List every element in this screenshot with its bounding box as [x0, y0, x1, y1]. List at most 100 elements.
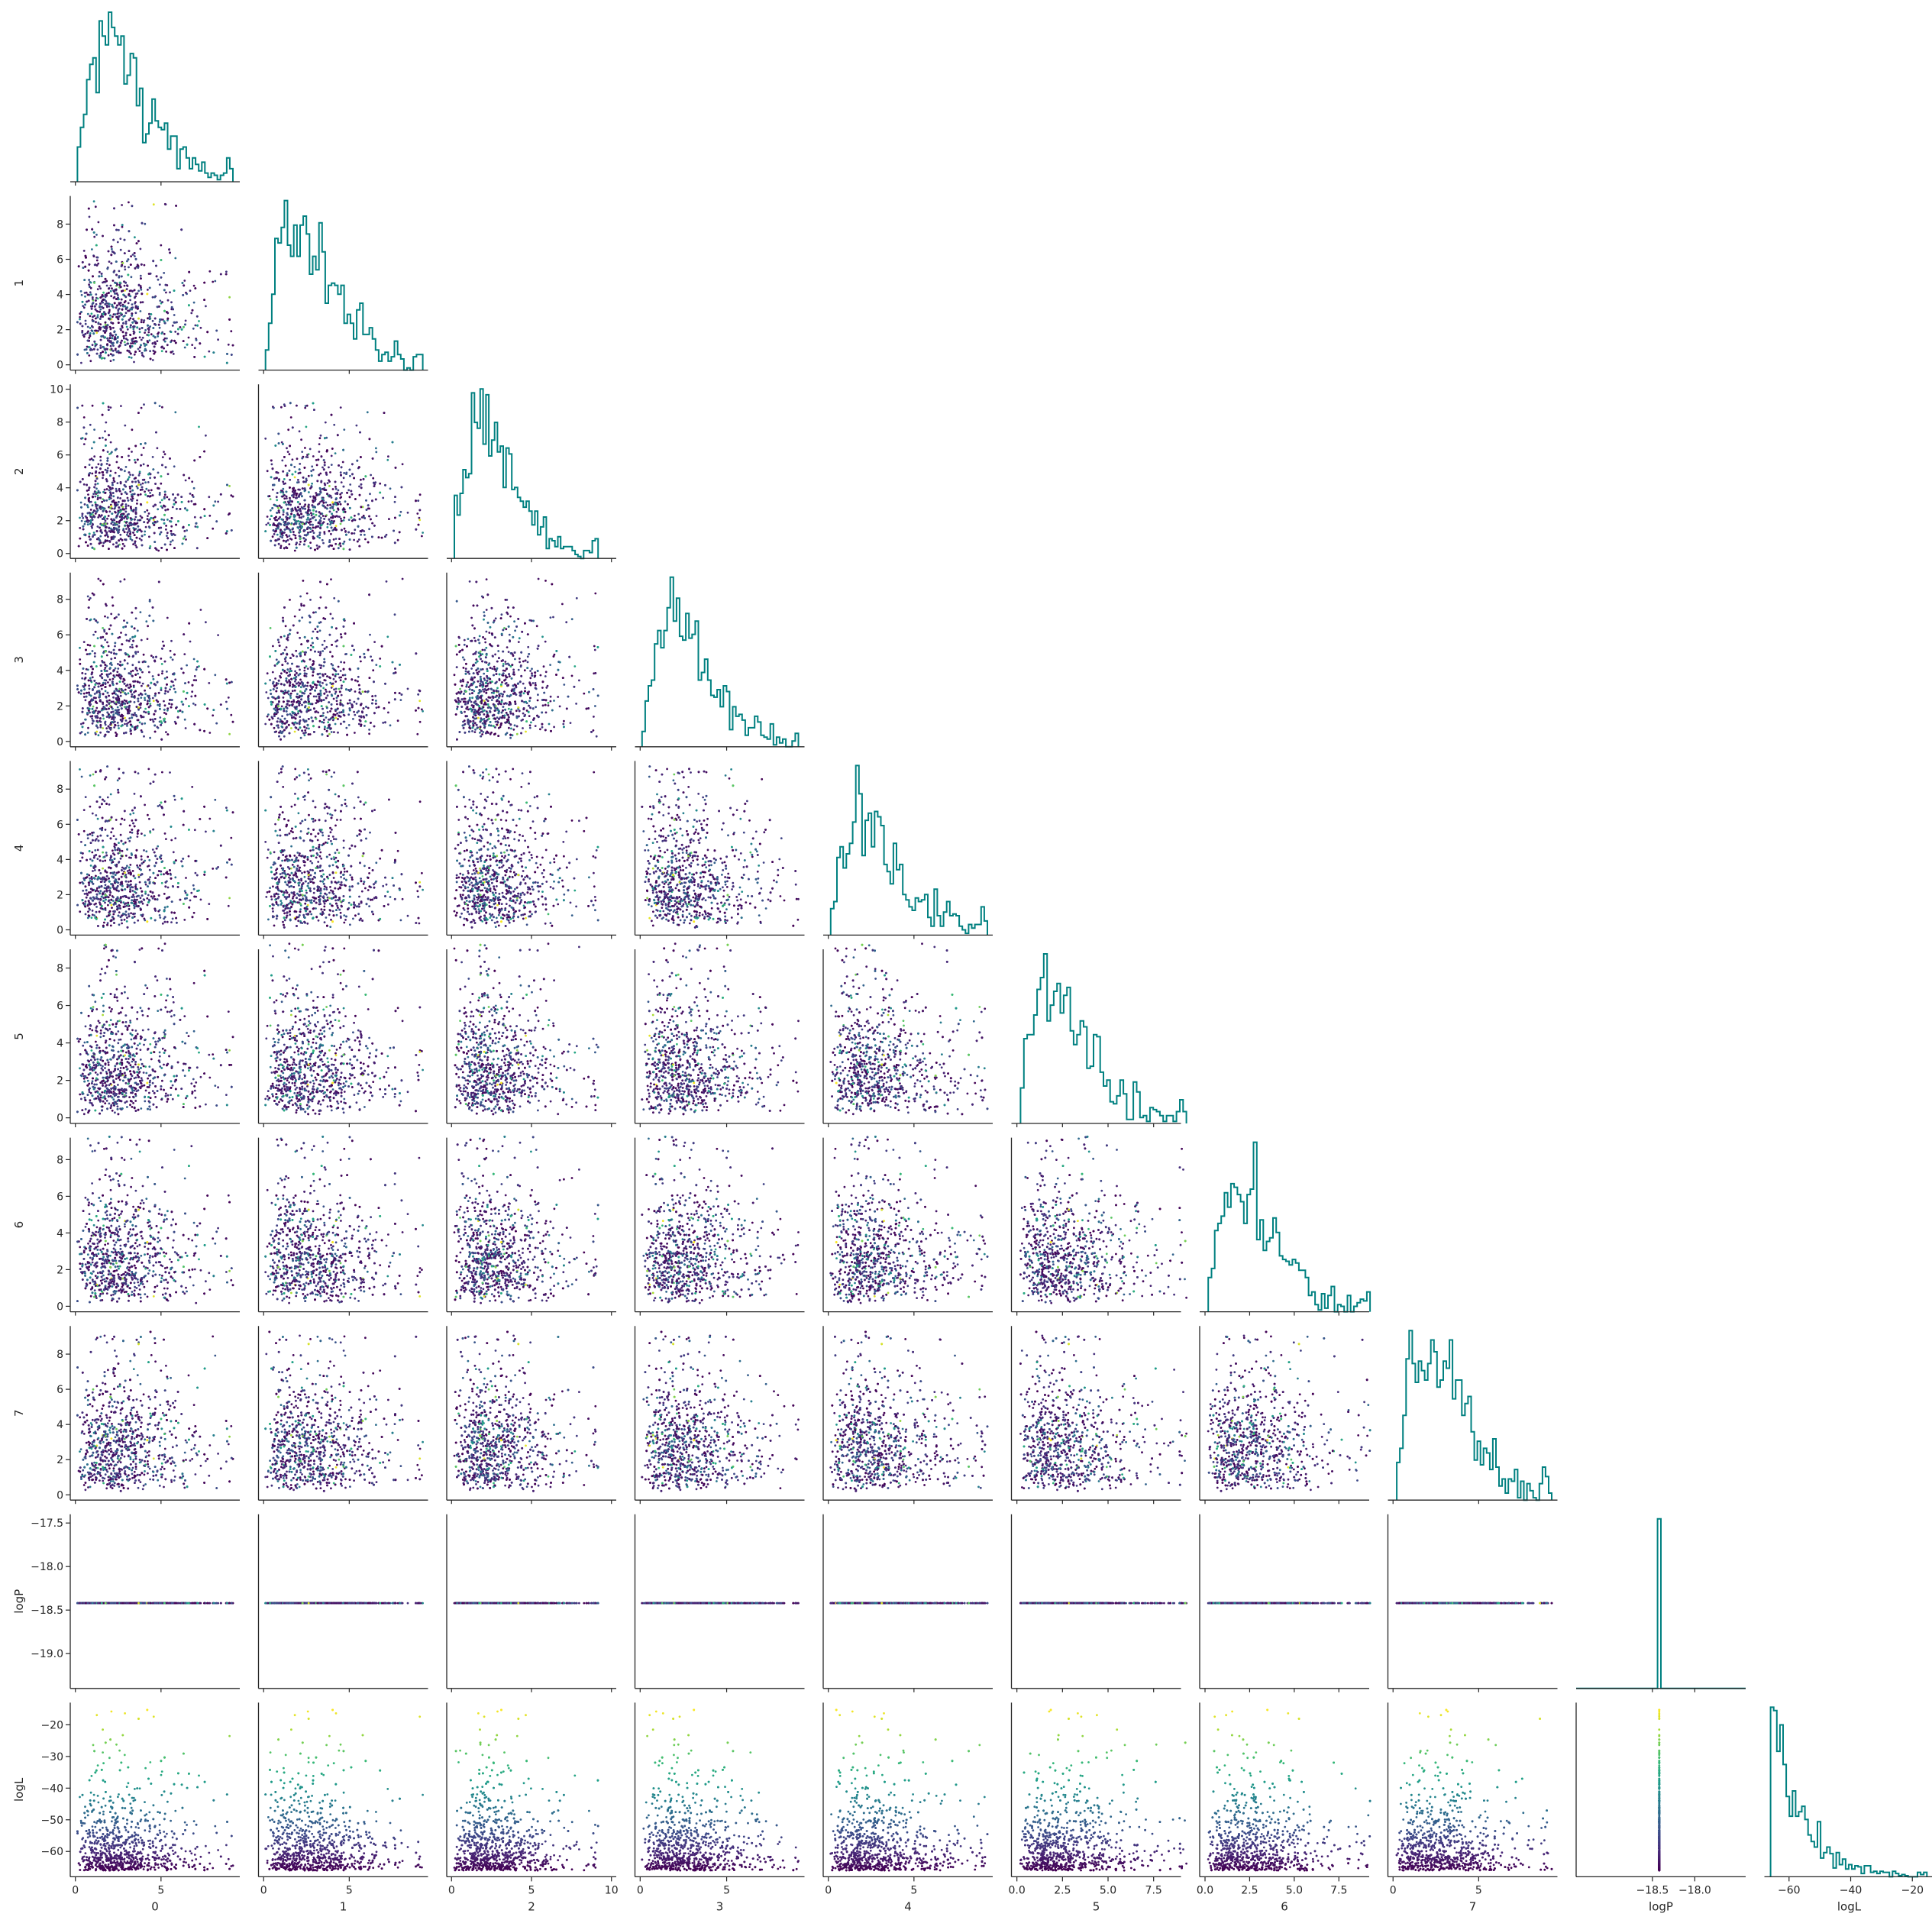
panel-1-vs-1 — [259, 201, 428, 374]
y-axis-label-1: 1 — [12, 280, 26, 287]
y-tick-label: 4 — [57, 665, 63, 677]
scatter-points-6-vs-2 — [454, 1136, 599, 1304]
histogram-4 — [831, 765, 987, 935]
panel-7-vs-5 — [1012, 1326, 1188, 1504]
panel-7-vs-4 — [823, 1326, 993, 1504]
y-tick-label: 6 — [57, 1384, 63, 1396]
scatter-points-logL-vs-2 — [454, 1709, 599, 1872]
y-tick-label: −50 — [40, 1815, 63, 1827]
y-tick-label: −60 — [40, 1846, 63, 1858]
panel-6-vs-1 — [259, 1136, 428, 1316]
panel-7-vs-7 — [1388, 1330, 1558, 1504]
y-tick-label: 0 — [57, 1113, 63, 1125]
panel-6-vs-5 — [1012, 1136, 1188, 1316]
y-axis-label-7: 7 — [12, 1409, 26, 1417]
y-tick-label: 6 — [57, 819, 63, 831]
scatter-points-7-vs-4 — [829, 1331, 988, 1492]
scatter-points-7-vs-2 — [454, 1331, 599, 1492]
histogram-3 — [642, 577, 799, 747]
x-axis-label-4: 4 — [904, 1899, 912, 1913]
y-tick-label: 4 — [57, 854, 63, 866]
y-tick-label: −18.5 — [31, 1605, 63, 1617]
panel-logL-vs-1: 0 5 1 — [259, 1702, 428, 1913]
y-tick-label: −30 — [40, 1751, 63, 1763]
histogram-logL — [1771, 1707, 1927, 1876]
y-tick-label: −17.5 — [31, 1518, 63, 1530]
y-tick-label: 8 — [57, 963, 63, 975]
panel-logL-vs-5: 0.0 2.5 5.0 7.55 — [1009, 1702, 1187, 1913]
scatter-points-1-vs-0 — [76, 200, 234, 364]
scatter-points-logL-vs-0 — [76, 1709, 234, 1872]
x-tick-label: 2.5 — [1241, 1884, 1258, 1896]
x-tick-label: 0 — [260, 1884, 267, 1896]
x-tick-label: 0 — [637, 1884, 644, 1896]
scatter-points-4-vs-3 — [641, 765, 800, 929]
x-tick-label: 5.0 — [1286, 1884, 1303, 1896]
y-tick-label: 2 — [57, 1075, 63, 1088]
y-tick-label: 2 — [57, 516, 63, 528]
scatter-points-7-vs-5 — [1019, 1331, 1187, 1492]
scatter-points-logP-vs-6 — [1207, 1602, 1371, 1605]
scatter-points-2-vs-0 — [76, 402, 234, 551]
y-tick-label: −40 — [40, 1783, 63, 1795]
y-tick-label: −19.0 — [31, 1648, 63, 1660]
y-tick-label: 4 — [57, 289, 63, 302]
scatter-points-logL-vs-6 — [1207, 1709, 1371, 1872]
panel-7-vs-3 — [635, 1326, 805, 1504]
scatter-points-logL-vs-3 — [641, 1709, 800, 1872]
x-tick-label: 7.5 — [1330, 1884, 1347, 1896]
panel-logL-vs-3: 0 53 — [635, 1702, 805, 1913]
x-tick-label: 0.0 — [1009, 1884, 1026, 1896]
y-tick-label: 10 — [50, 384, 63, 396]
y-tick-label: 8 — [57, 784, 63, 796]
y-tick-label: 2 — [57, 325, 63, 337]
scatter-points-logP-vs-1 — [264, 1602, 424, 1605]
scatter-points-logL-vs-7 — [1396, 1709, 1553, 1872]
panel-6-vs-4 — [823, 1136, 993, 1316]
x-tick-label: 2.5 — [1054, 1884, 1071, 1896]
panel-4-vs-4 — [823, 765, 993, 939]
scatter-points-7-vs-3 — [641, 1331, 800, 1492]
panel-6-vs-6 — [1200, 1143, 1370, 1316]
y-tick-label: 4 — [57, 1419, 63, 1431]
scatter-points-logP-vs-0 — [76, 1602, 234, 1605]
x-tick-label: 5 — [1475, 1884, 1482, 1896]
panel-4-vs-2 — [447, 761, 616, 939]
x-tick-label: 0 — [448, 1884, 455, 1896]
x-tick-label: 5 — [346, 1884, 353, 1896]
y-tick-label: 8 — [57, 1349, 63, 1361]
x-axis-label-logL: logL — [1837, 1899, 1862, 1913]
panel-logP-vs-logP — [1576, 1519, 1746, 1692]
scatter-points-logL-vs-1 — [264, 1709, 424, 1872]
histogram-5 — [1020, 954, 1186, 1123]
scatter-points-5-vs-2 — [454, 942, 599, 1115]
scatter-points-6-vs-0 — [76, 1136, 234, 1304]
scatter-points-logL-vs-logP — [1658, 1709, 1660, 1872]
y-tick-label: 0 — [57, 548, 63, 561]
panel-2-vs-1 — [259, 384, 428, 562]
x-axis-label-6: 6 — [1281, 1899, 1288, 1913]
x-axis-label-3: 3 — [716, 1899, 724, 1913]
x-axis-label-1: 1 — [340, 1899, 347, 1913]
scatter-points-logP-vs-2 — [454, 1602, 599, 1605]
y-axis-label-3: 3 — [12, 656, 26, 664]
panel-logP-vs-3 — [635, 1514, 805, 1692]
scatter-points-7-vs-6 — [1207, 1331, 1371, 1492]
panel-logP-vs-1 — [259, 1514, 428, 1692]
y-tick-label: 2 — [57, 1264, 63, 1276]
scatter-points-logP-vs-3 — [641, 1602, 800, 1605]
x-tick-label: −20 — [1901, 1884, 1924, 1896]
y-tick-label: 4 — [57, 1038, 63, 1050]
histogram-1 — [266, 201, 423, 370]
panel-logL-vs-6: 0.0 2.5 5.0 7.56 — [1197, 1702, 1371, 1913]
scatter-points-7-vs-1 — [264, 1331, 424, 1492]
scatter-points-6-vs-1 — [264, 1136, 424, 1304]
y-tick-label: 0 — [57, 1489, 63, 1501]
x-tick-label: 5.0 — [1100, 1884, 1116, 1896]
